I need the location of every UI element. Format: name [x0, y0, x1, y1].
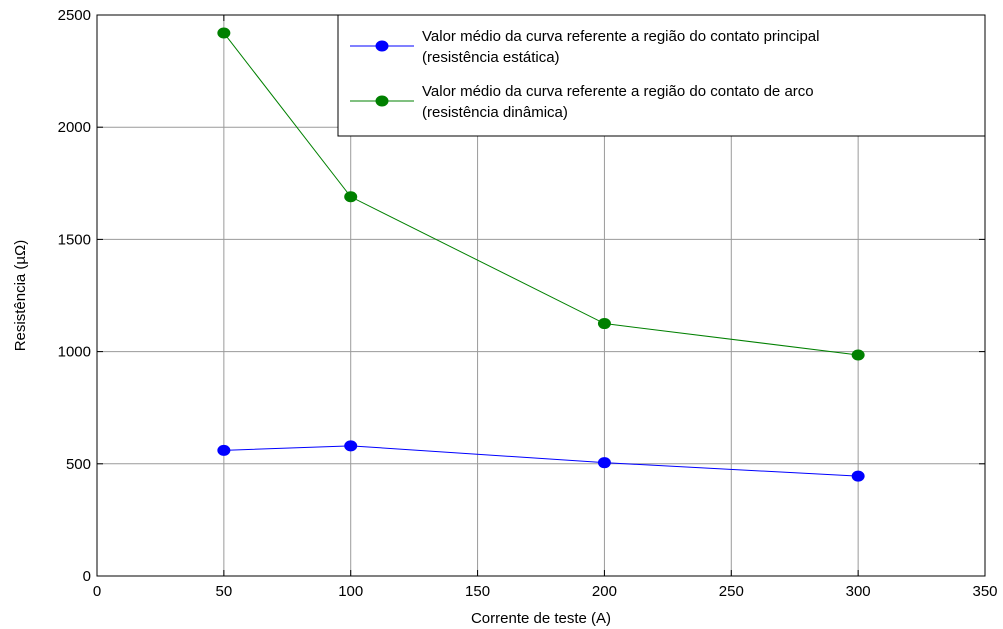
- legend-entry-label: Valor médio da curva referente a região …: [422, 83, 814, 100]
- x-tick-label: 0: [93, 583, 101, 600]
- y-axis-label: Resistência (µΩ): [12, 240, 29, 352]
- y-tick-label: 2000: [58, 119, 91, 136]
- legend-swatch-marker: [375, 95, 389, 107]
- y-tick-label: 1000: [58, 344, 91, 361]
- x-tick-label: 100: [338, 583, 363, 600]
- x-tick-label: 50: [216, 583, 233, 600]
- data-point: [344, 440, 358, 452]
- series-line-1: [223, 32, 859, 356]
- legend-swatch-marker: [375, 40, 389, 52]
- data-point: [851, 349, 865, 361]
- data-point: [217, 444, 231, 456]
- data-point: [851, 470, 865, 482]
- legend-entry-label: (resistência dinâmica): [422, 104, 568, 121]
- y-tick-label: 0: [83, 568, 91, 585]
- data-point: [597, 457, 611, 469]
- data-point: [217, 27, 231, 39]
- data-point: [344, 191, 358, 203]
- legend-entry-label: (resistência estática): [422, 49, 560, 66]
- series-group: [217, 27, 865, 482]
- x-tick-label: 350: [972, 583, 997, 600]
- legend-box: [337, 14, 986, 137]
- legend-entry-label: Valor médio da curva referente a região …: [422, 28, 819, 45]
- x-axis-label: Corrente de teste (A): [471, 610, 611, 627]
- y-tick-label: 500: [66, 456, 91, 473]
- x-tick-label: 300: [846, 583, 871, 600]
- x-tick-label: 200: [592, 583, 617, 600]
- y-tick-label: 1500: [58, 231, 91, 248]
- x-tick-label: 150: [465, 583, 490, 600]
- y-tick-label: 2500: [58, 7, 91, 24]
- data-point: [597, 318, 611, 330]
- series-line-0: [223, 445, 859, 477]
- legend: Valor médio da curva referente a região …: [337, 14, 986, 137]
- x-tick-label: 250: [719, 583, 744, 600]
